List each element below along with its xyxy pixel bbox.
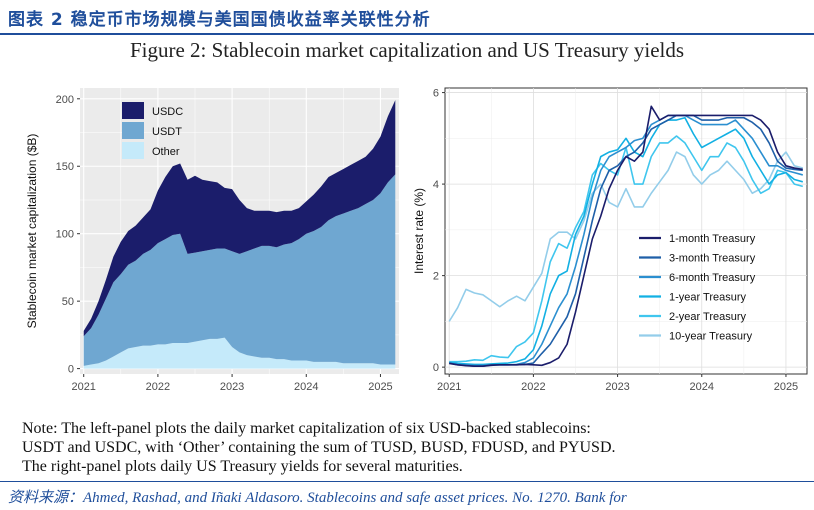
report-header: 图表 2 稳定币市场规模与美国国债收益率关联性分析 — [0, 0, 814, 35]
right-y-tick-label: 2 — [433, 271, 439, 283]
legend-label-usdt: USDT — [152, 126, 182, 138]
right-y-tick-label: 6 — [433, 88, 439, 100]
legend-label-other: Other — [152, 146, 180, 158]
right-gridlines — [445, 88, 807, 374]
left-panel-chart: 0 50 100 150 200 2021 2022 2023 2024 2025 Stableco… — [25, 88, 399, 393]
source-citation: 资料来源：Ahmed, Rashad, and Iñaki Aldasoro. … — [8, 490, 627, 506]
left-x-tick-label: 2021 — [71, 381, 95, 393]
left-area-layers — [83, 100, 396, 369]
right-y-axis-label: Interest rate (%) — [412, 188, 426, 274]
right-x-tick-label: 2023 — [605, 381, 629, 393]
legend-swatch-usdc — [122, 102, 144, 119]
legend-label-3-month-treasury: 3-month Treasury — [669, 253, 756, 265]
area-usdc — [83, 100, 396, 337]
note-line-2: USDT and USDC, with ‘Other’ containing t… — [22, 439, 616, 456]
area-other — [83, 337, 396, 369]
left-y-tick-label: 200 — [56, 94, 74, 106]
left-x-tick-label: 2023 — [220, 381, 244, 393]
right-axes: 0 2 4 6 2021 2022 2023 2024 2025 Interest rate (%… — [412, 88, 798, 393]
right-legend: 1-month Treasury 3-month Treasury 6-month … — [639, 233, 756, 343]
line-1-month-treasury — [449, 105, 803, 368]
area-usdt — [83, 174, 396, 366]
figure-note: Note: The left-panel plots the daily mar… — [22, 419, 802, 476]
legend-swatch-usdt — [122, 122, 144, 139]
line-1-year-treasury — [449, 116, 804, 366]
right-y-tick-label: 0 — [433, 362, 439, 374]
header-rule — [0, 33, 814, 35]
right-x-tick-label: 2022 — [521, 381, 545, 393]
source-rule — [0, 481, 814, 482]
legend-label-2-year-treasury: 2-year Treasury — [669, 311, 747, 323]
note-line-3: The right-panel plots daily US Treasury … — [22, 458, 463, 475]
legend-label-1-month-treasury: 1-month Treasury — [669, 233, 756, 245]
legend-label-usdc: USDC — [152, 106, 183, 118]
right-y-tick-label: 4 — [433, 179, 439, 191]
right-x-tick-label: 2025 — [774, 381, 798, 393]
right-series-lines — [448, 105, 804, 368]
left-axes: 0 50 100 150 200 2021 2022 2023 2024 2025 Stableco… — [25, 94, 393, 393]
left-x-tick-label: 2024 — [294, 381, 318, 393]
right-x-tick-label: 2021 — [437, 381, 461, 393]
left-y-tick-label: 50 — [62, 296, 74, 308]
legend-swatch-other — [122, 142, 144, 159]
line-10-year-treasury — [448, 151, 804, 322]
right-x-tick-label: 2024 — [690, 381, 714, 393]
chart-header-title: 图表 2 稳定币市场规模与美国国债收益率关联性分析 — [8, 10, 431, 30]
left-y-tick-label: 150 — [56, 161, 74, 173]
left-x-tick-label: 2022 — [146, 381, 170, 393]
figure-title: Figure 2: Stablecoin market capitalizati… — [129, 38, 685, 62]
legend-label-6-month-treasury: 6-month Treasury — [669, 272, 756, 284]
note-line-1: Note: The left-panel plots the daily mar… — [22, 420, 591, 437]
left-y-tick-label: 100 — [56, 229, 74, 241]
right-panel-chart: 0 2 4 6 2021 2022 2023 2024 2025 Interest rate (%… — [412, 87, 808, 393]
left-y-tick-label: 0 — [68, 364, 74, 376]
legend-label-1-year-treasury: 1-year Treasury — [669, 292, 747, 304]
left-x-tick-label: 2025 — [368, 381, 392, 393]
left-y-axis-label: Stablecoin market capitalization ($B) — [25, 134, 39, 329]
right-plot-frame — [444, 87, 808, 375]
left-legend: USDC USDT Other — [122, 102, 183, 159]
legend-label-10-year-treasury: 10-year Treasury — [669, 331, 753, 343]
